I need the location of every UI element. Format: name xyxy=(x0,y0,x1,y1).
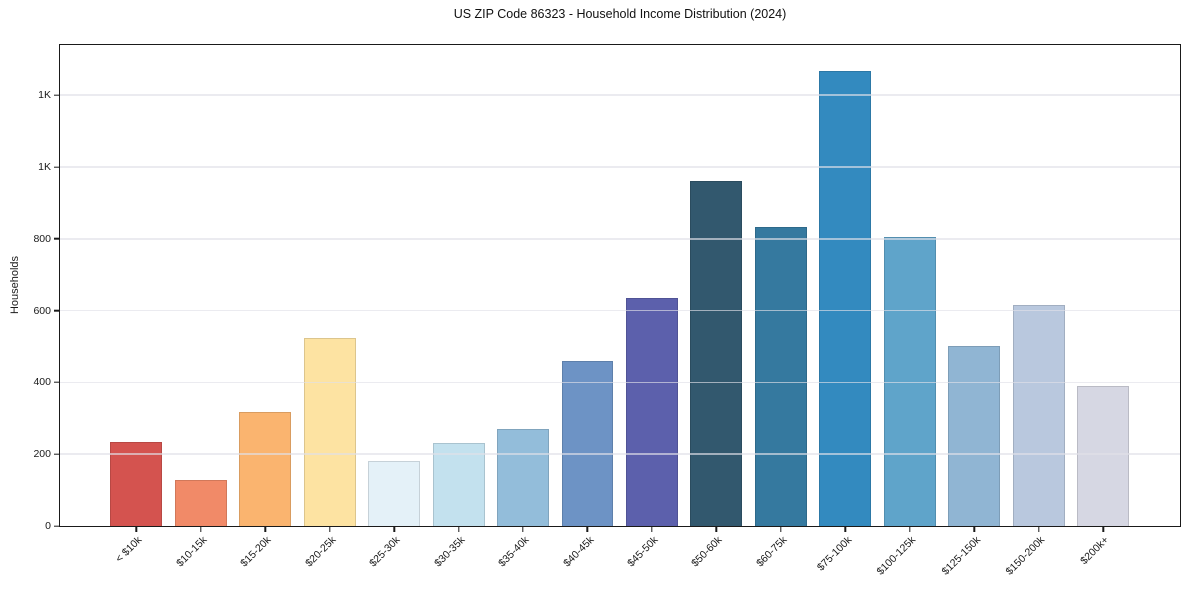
x-tick-mark xyxy=(135,527,137,532)
bar xyxy=(625,297,678,526)
x-tick-mark xyxy=(651,527,653,532)
x-tick-label: $15-20k xyxy=(238,534,274,570)
y-tick-label: 800 xyxy=(33,232,51,245)
x-tick-label: $100-125k xyxy=(874,534,919,578)
x-tick-label: $60-75k xyxy=(754,534,790,570)
x-tick-label: $45-50k xyxy=(625,534,661,570)
bar xyxy=(174,479,227,526)
x-tick-label: $150-200k xyxy=(1003,534,1048,578)
y-tick-label: 0 xyxy=(45,520,51,532)
bar xyxy=(239,412,292,526)
chart-title: US ZIP Code 86323 - Household Income Dis… xyxy=(453,7,787,21)
x-tick-mark xyxy=(780,527,782,532)
x-tick-mark xyxy=(844,527,847,532)
x-tick-label: $35-40k xyxy=(496,534,532,570)
y-tick-mark xyxy=(53,525,59,527)
x-tick-mark xyxy=(264,527,266,532)
bar xyxy=(819,70,872,526)
x-tick-mark xyxy=(1102,527,1104,532)
y-tick-mark xyxy=(53,94,59,96)
bar xyxy=(883,236,936,526)
x-tick-mark xyxy=(328,527,331,532)
x-tick-mark xyxy=(715,527,718,532)
y-tick-label: 200 xyxy=(33,448,51,461)
y-tick-mark xyxy=(53,381,59,384)
bar xyxy=(948,345,1001,526)
bar xyxy=(497,429,549,526)
x-tick-label: $20-25k xyxy=(302,534,339,570)
y-axis-label: Households xyxy=(9,255,21,315)
x-tick-mark xyxy=(393,527,395,532)
bar xyxy=(432,443,485,526)
bar xyxy=(1077,385,1130,526)
y-tick-mark xyxy=(53,166,59,168)
x-tick-label: $50-60k xyxy=(689,534,725,570)
x-tick-mark xyxy=(909,527,911,532)
bar xyxy=(368,461,421,526)
bar xyxy=(1012,305,1065,526)
x-tick-label: $125-150k xyxy=(939,534,983,578)
x-tick-label: $75-100k xyxy=(814,534,854,574)
bar xyxy=(754,226,807,526)
x-tick-label: $25-30k xyxy=(367,534,403,570)
y-tick-label: 1K xyxy=(38,161,51,174)
x-tick-label: < $10k xyxy=(113,534,145,565)
y-tick-mark xyxy=(53,453,59,455)
x-tick-mark xyxy=(200,527,202,532)
x-tick-mark xyxy=(586,527,589,532)
y-tick-mark xyxy=(53,309,59,312)
gridline xyxy=(60,238,1180,240)
x-tick-mark xyxy=(457,527,460,532)
gridline xyxy=(60,166,1180,168)
y-tick-label: 400 xyxy=(33,376,51,389)
y-tick-label: 1K xyxy=(38,89,51,102)
x-tick-label: $200k+ xyxy=(1078,534,1112,568)
x-tick-label: $40-45k xyxy=(560,534,596,570)
x-tick-label: $10-15k xyxy=(173,534,210,570)
bar xyxy=(561,360,614,526)
bar xyxy=(110,442,163,526)
plot-area: < $10k $10-15k $15-20k $20-25k $25-30k $30-35… xyxy=(33,44,1181,578)
x-tick-mark xyxy=(973,527,975,532)
x-tick-mark xyxy=(1037,527,1040,532)
gridline xyxy=(60,94,1180,97)
bar xyxy=(690,181,743,526)
x-tick-label: $30-35k xyxy=(431,534,468,570)
bar xyxy=(303,338,356,526)
x-tick-mark xyxy=(522,527,524,532)
y-tick-mark xyxy=(53,238,59,240)
y-tick-label: 600 xyxy=(33,304,51,317)
